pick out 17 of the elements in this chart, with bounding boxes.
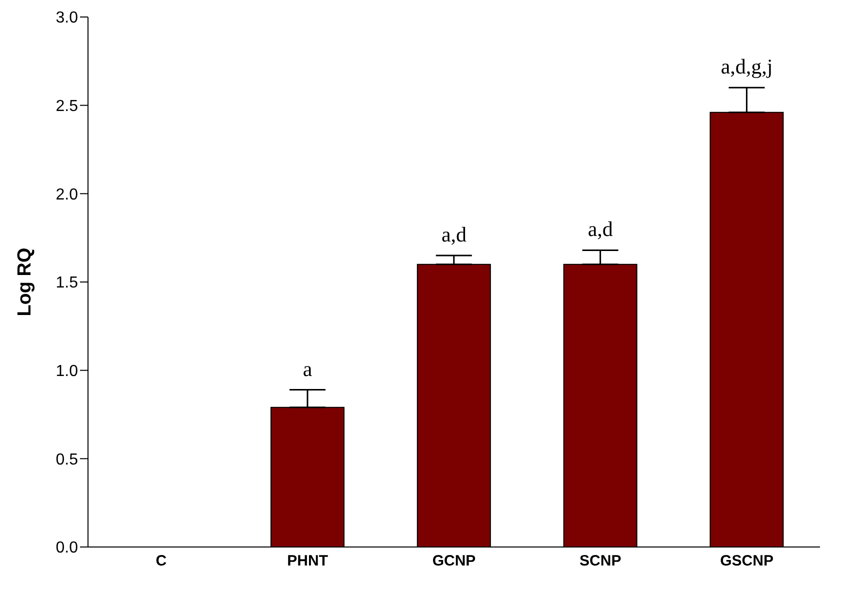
- annotation: a,d,g,j: [720, 54, 773, 79]
- y-tick-label: 1.5: [56, 274, 78, 292]
- x-tick-label: SCNP: [580, 552, 622, 570]
- x-tick-label: GCNP: [432, 552, 476, 570]
- y-tick-label: 0.0: [56, 540, 78, 557]
- y-tick-label: 0.5: [56, 451, 78, 468]
- x-tick-label: GSCNP: [720, 552, 774, 570]
- x-tick-label: PHNT: [287, 552, 328, 570]
- y-tick-label: 3.0: [56, 10, 78, 27]
- y-axis-title: Log RQ: [14, 248, 36, 316]
- annotation: a: [302, 356, 313, 381]
- annotation: a,d: [441, 222, 468, 246]
- annotation: a,d: [588, 217, 614, 242]
- y-tick-label: 2.0: [56, 186, 78, 204]
- y-tick-label: 1.0: [56, 363, 78, 380]
- y-tick-label: 2.5: [56, 98, 78, 116]
- x-tick-label: C: [156, 552, 167, 570]
